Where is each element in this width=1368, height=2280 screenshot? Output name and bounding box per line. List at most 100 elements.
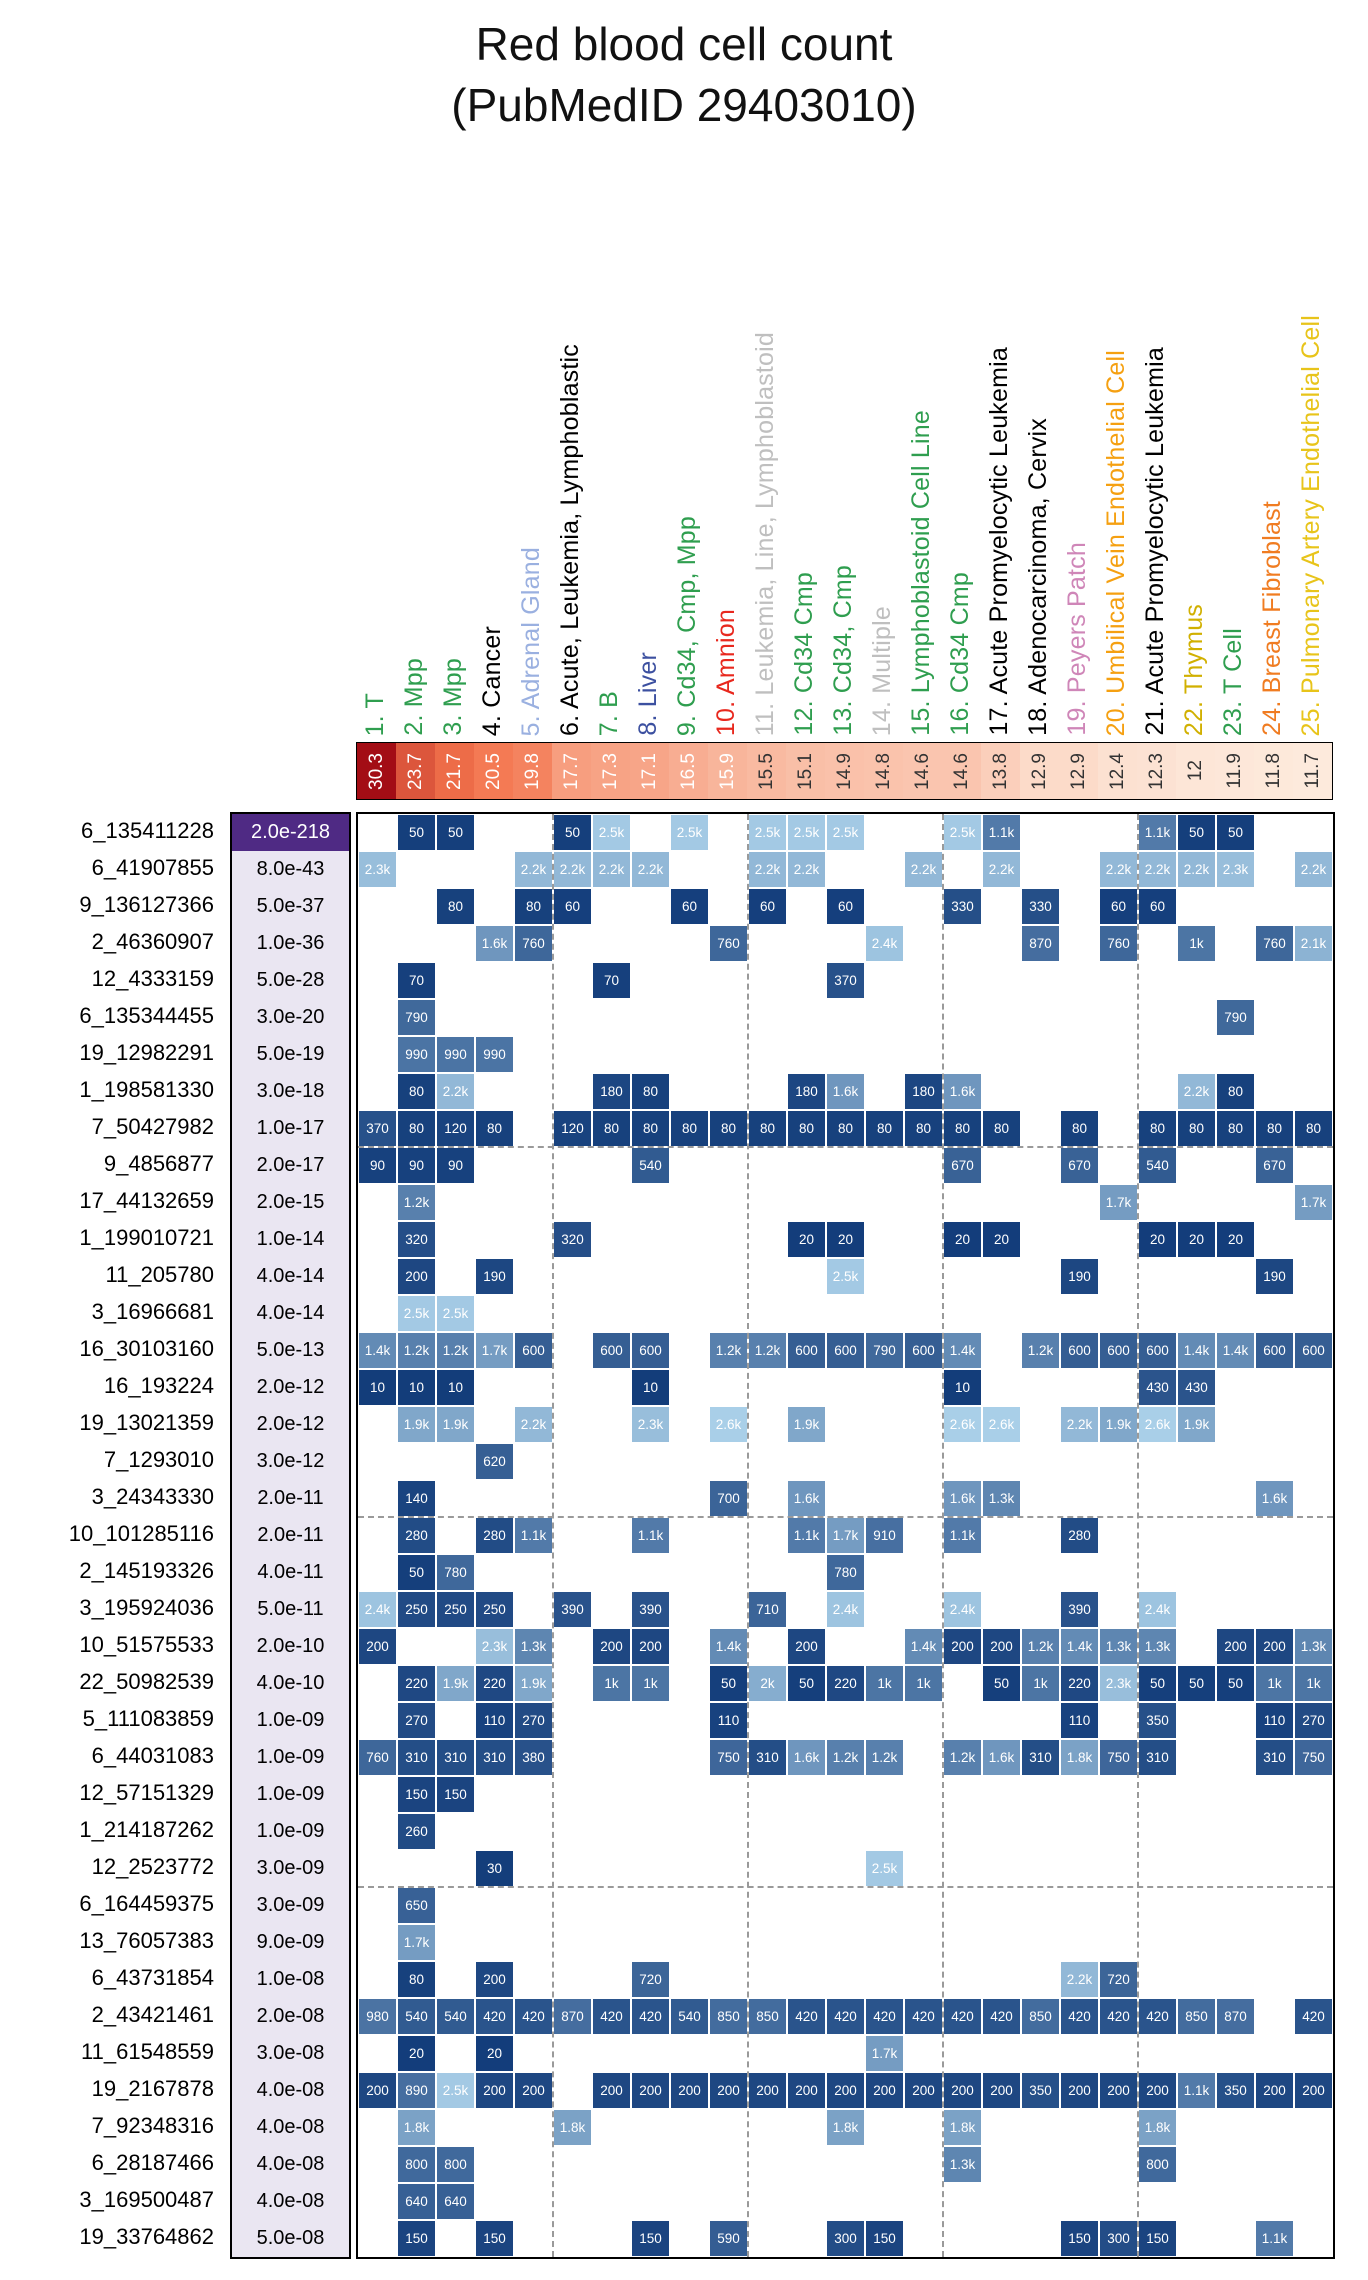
heatmap-cell: 20 [1217,1222,1254,1257]
heatmap-cell: 1.1k [944,1518,981,1553]
column-group-separator [747,814,749,2257]
heatmap-cell: 1.2k [749,1333,786,1368]
heatmap-cell: 1.2k [1022,1333,1059,1368]
pvalue-cell: 2.0e-08 [232,1998,349,2035]
heatmap-cell: 200 [983,2073,1020,2108]
heatmap-cell: 310 [1139,1740,1176,1775]
column-score-value: 14.9 [833,752,855,790]
pvalue-cell: 3.0e-18 [232,1073,349,1110]
row-label: 6_28187466 [91,2150,214,2175]
heatmap-cell: 1.9k [788,1407,825,1442]
heatmap-cell: 800 [437,2147,474,2182]
heatmap-cell: 200 [944,1629,981,1664]
heatmap-cell: 2.5k [944,815,981,850]
heatmap-cell: 2.5k [671,815,708,850]
heatmap-cell: 200 [788,1629,825,1664]
column-label: 15. Lymphoblastoid Cell Line [902,148,941,736]
heatmap-cell: 20 [476,2036,513,2071]
heatmap-cell: 1.2k [437,1333,474,1368]
heatmap-cell: 1.6k [1256,1481,1293,1516]
column-score-value: 30.3 [365,752,387,790]
heatmap-cell: 990 [476,1037,513,1072]
heatmap-cell: 80 [905,1111,942,1146]
heatmap-cell: 2.5k [827,815,864,850]
column-score-cell: 11.8 [1254,743,1293,799]
heatmap-cell: 50 [398,815,435,850]
heatmap-cell: 1.6k [944,1074,981,1109]
column-score-cell: 21.7 [435,743,474,799]
column-score-cell: 12.9 [1059,743,1098,799]
heatmap-cell: 1.3k [944,2147,981,2182]
column-label-text: 5. Adrenal Gland [517,546,545,736]
heatmap-cell: 1.1k [1178,2073,1215,2108]
heatmap-cell: 150 [1139,2221,1176,2256]
column-score-cell: 17.7 [552,743,591,799]
heatmap-cell: 50 [554,815,591,850]
pvalue-cell: 5.0e-13 [232,1332,349,1369]
row-label: 6_43731854 [91,1965,214,1990]
heatmap-cell: 120 [554,1111,591,1146]
row-label: 2_43421461 [91,2002,214,2027]
heatmap-cell: 640 [437,2184,474,2219]
heatmap-cell: 1.3k [1100,1629,1137,1664]
column-score-cell: 16.5 [669,743,708,799]
heatmap-cell: 870 [1217,1999,1254,2034]
heatmap-cell: 1.1k [983,815,1020,850]
heatmap-cell: 1.1k [788,1518,825,1553]
pvalue-cell: 4.0e-08 [232,2146,349,2183]
pvalue-cell: 5.0e-19 [232,1036,349,1073]
heatmap-cell: 200 [983,1629,1020,1664]
heatmap-cell: 80 [1217,1074,1254,1109]
pvalue-column: 2.0e-218 8.0e-43 5.0e-37 1.0e-36 5.0e-28 3.0e… [230,812,351,2259]
column-score-value: 15.1 [794,752,816,790]
heatmap-cell: 280 [398,1518,435,1553]
heatmap-cell: 200 [593,2073,630,2108]
heatmap-cell: 700 [710,1481,747,1516]
heatmap-cell: 1k [1256,1666,1293,1701]
column-score-cell: 17.3 [591,743,630,799]
heatmap-cell: 80 [749,1111,786,1146]
pvalue-cell: 3.0e-12 [232,1443,349,1480]
heatmap-cell: 760 [710,926,747,961]
pvalue-cell: 2.0e-10 [232,1628,349,1665]
heatmap-cell: 420 [866,1999,903,2034]
heatmap-cell: 260 [398,1814,435,1849]
column-score-value: 11.9 [1223,753,1245,789]
row-label: 1_199010721 [79,1225,214,1250]
heatmap-cell: 540 [632,1148,669,1183]
column-label-text: 4. Cancer [478,625,506,736]
heatmap-cell: 2.5k [593,815,630,850]
heatmap-cell: 80 [1178,1111,1215,1146]
column-score-cell: 19.8 [513,743,552,799]
column-score-value: 20.5 [482,752,504,790]
column-label: 18. Adenocarcinoma, Cervix [1019,148,1058,736]
heatmap-cell: 80 [398,1962,435,1997]
heatmap-cell: 2.2k [788,852,825,887]
heatmap-cell: 850 [749,1999,786,2034]
heatmap-cell: 2.4k [359,1592,396,1627]
heatmap-cell: 1.8k [398,2110,435,2145]
column-score-value: 12.9 [1067,752,1089,790]
column-score-cell: 11.7 [1293,743,1332,799]
heatmap-cell: 800 [398,2147,435,2182]
heatmap-cell: 710 [749,1592,786,1627]
heatmap-cell: 2.2k [1061,1962,1098,1997]
column-label-text: 6. Acute, Leukemia, Lymphoblastic [556,343,584,736]
heatmap-cell: 1.4k [359,1333,396,1368]
heatmap-cell: 80 [632,1111,669,1146]
heatmap-cell: 2.2k [905,852,942,887]
pvalue-cell: 2.0e-12 [232,1369,349,1406]
row-label: 11_61548559 [81,2039,214,2064]
heatmap-cell: 600 [632,1333,669,1368]
heatmap-cell: 1.2k [710,1333,747,1368]
row-label: 1_198581330 [79,1077,214,1102]
heatmap-cell: 2.3k [1100,1666,1137,1701]
heatmap-cell: 140 [398,1481,435,1516]
heatmap-cell: 2.2k [515,852,552,887]
heatmap-cell: 2.2k [983,852,1020,887]
column-label-text: 20. Umbilical Vein Endothelial Cell [1102,349,1130,736]
column-score-cell: 13.8 [981,743,1020,799]
pvalue-cell: 4.0e-14 [232,1258,349,1295]
heatmap-cell: 2.5k [788,815,825,850]
heatmap-cell: 600 [593,1333,630,1368]
